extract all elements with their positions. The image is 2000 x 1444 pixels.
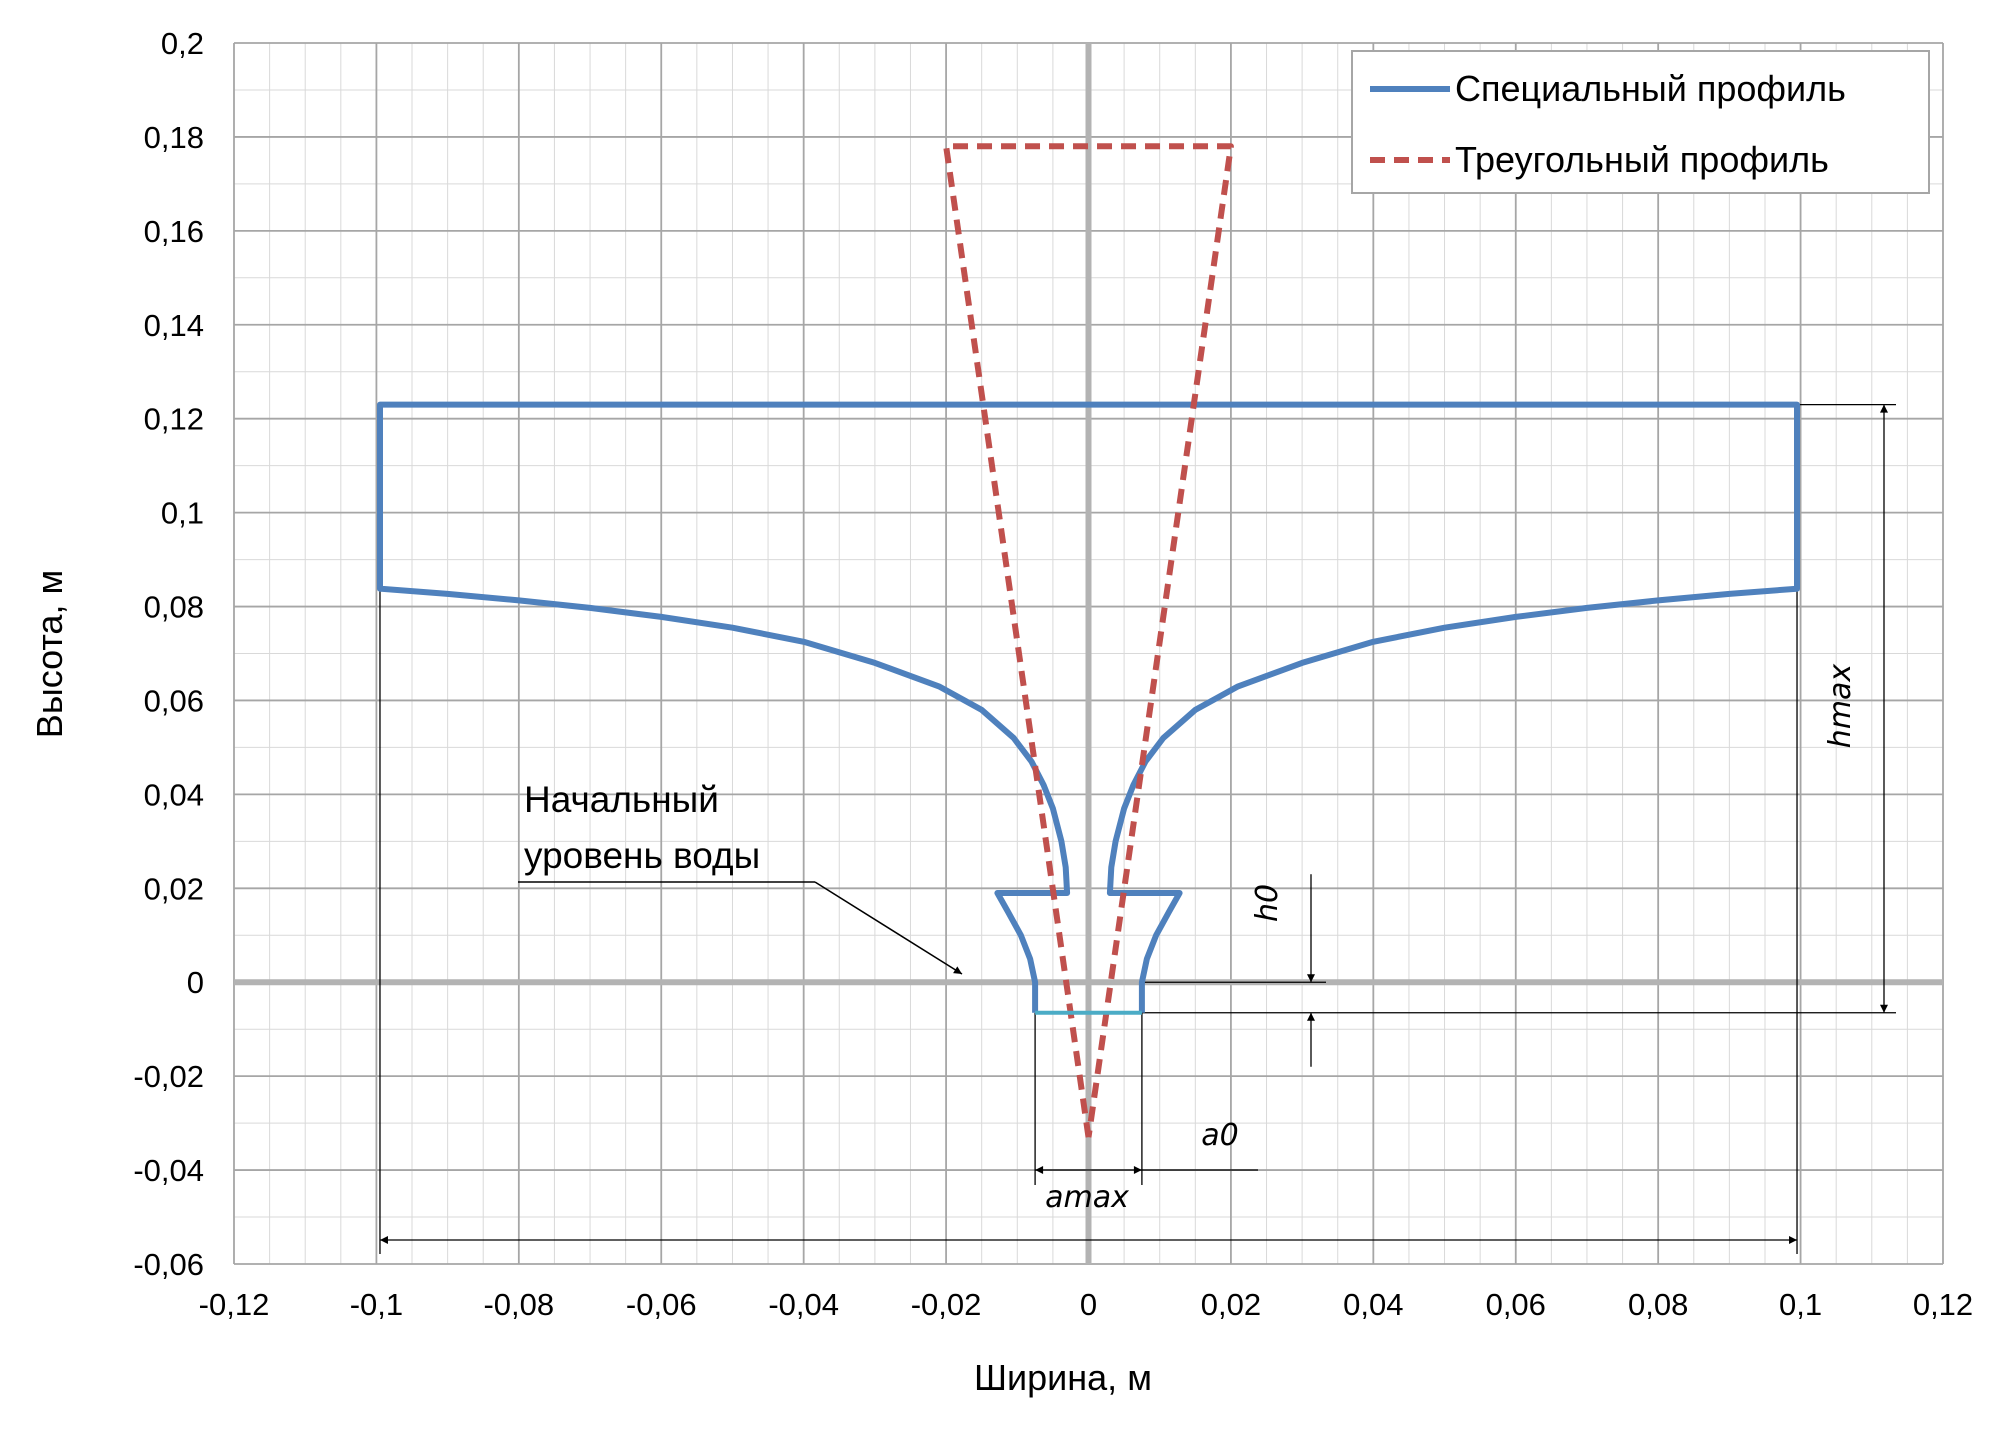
x-tick-label: 0,02 (1201, 1287, 1261, 1322)
y-tick-label: 0,12 (144, 402, 204, 437)
x-tick-label: -0,02 (911, 1287, 982, 1322)
dim-label-h0: h0 (1250, 884, 1285, 922)
dim-label-hmax: hmax (1823, 664, 1858, 749)
x-tick-label: -0,06 (626, 1287, 697, 1322)
y-tick-label: -0,04 (133, 1153, 204, 1188)
x-tick-label: 0,12 (1913, 1287, 1973, 1322)
y-tick-label: 0,2 (161, 26, 204, 61)
y-tick-label: 0 (187, 965, 204, 1000)
x-tick-label: 0 (1080, 1287, 1097, 1322)
y-tick-label: 0,02 (144, 871, 204, 906)
x-tick-label: -0,12 (199, 1287, 270, 1322)
x-tick-label: 0,06 (1486, 1287, 1546, 1322)
x-tick-label: -0,1 (350, 1287, 403, 1322)
y-tick-label: 0,14 (144, 308, 204, 343)
tick-labels: -0,12 -0,1 -0,08 -0,06 -0,04 -0,02 0 0,02 0,04 0,… (133, 26, 1973, 1322)
dim-label-a0: a0 (1201, 1118, 1238, 1153)
x-axis-title: Ширина, м (974, 1357, 1152, 1398)
y-tick-label: 0,16 (144, 214, 204, 249)
y-tick-label: 0,04 (144, 777, 204, 812)
annotation-line-1: Начальный (524, 779, 719, 820)
series-triangular-profile (943, 143, 1234, 1138)
annotation-leader (814, 881, 963, 975)
x-tick-label: 0,08 (1628, 1287, 1688, 1322)
x-tick-label: -0,08 (483, 1287, 554, 1322)
x-tick-label: 0,1 (1779, 1287, 1822, 1322)
x-tick-label: 0,04 (1343, 1287, 1403, 1322)
y-tick-label: -0,02 (133, 1059, 204, 1094)
legend-label-triangle: Треугольный профиль (1455, 139, 1829, 180)
zero-axes (234, 43, 1943, 1264)
y-tick-label: 0,06 (144, 683, 204, 718)
y-axis-title: Высота, м (29, 570, 70, 738)
series-layer (377, 143, 1800, 1138)
legend-box (1351, 50, 1930, 194)
legend-label-special: Специальный профиль (1455, 68, 1846, 109)
x-tick-label: -0,04 (768, 1287, 839, 1322)
y-tick-label: 0,18 (144, 120, 204, 155)
annotation-line-2: уровень воды (524, 835, 760, 876)
y-tick-label: -0,06 (133, 1247, 204, 1282)
dim-label-amax: amax (1045, 1180, 1129, 1215)
legend: Специальный профиль Треугольный профиль (1351, 50, 1930, 194)
series-special-profile (377, 401, 1800, 1013)
y-tick-label: 0,1 (161, 496, 204, 531)
y-tick-label: 0,08 (144, 590, 204, 625)
dimension-labels: hmax h0 a0 amax (1045, 664, 1858, 1215)
annotation-water-level: Начальный уровень воды (518, 779, 963, 975)
dimension-lines (379, 403, 1896, 1254)
